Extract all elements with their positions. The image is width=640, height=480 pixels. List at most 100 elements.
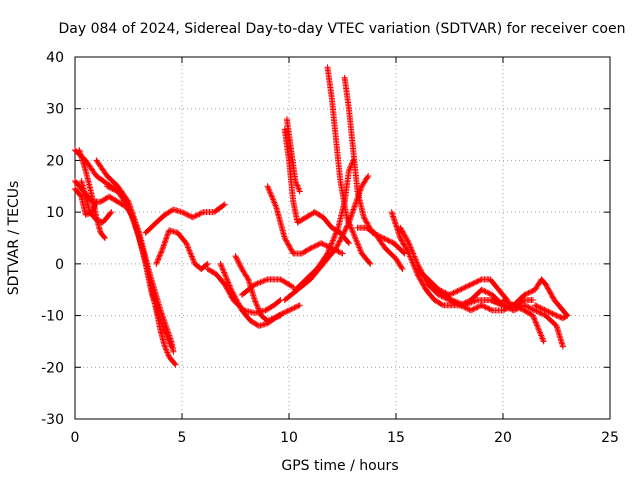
y-tick-label: 0: [55, 257, 64, 273]
data-point-segment: [159, 228, 172, 252]
series-s8: [142, 201, 228, 236]
x-tick-label: 0: [71, 430, 80, 446]
data-point-segment: [551, 297, 565, 313]
data-point-segment: [99, 210, 114, 226]
series-s12: [217, 260, 303, 329]
data-point-segment: [489, 297, 505, 308]
y-axis-title: SDTVAR / TECUs: [6, 181, 22, 296]
data-point-segment: [213, 271, 227, 287]
data-point-segment: [161, 343, 172, 359]
data-point-segment: [290, 198, 301, 224]
series-s20: [341, 74, 408, 257]
data-point: [540, 338, 547, 345]
data-point-segment: [114, 183, 131, 204]
plot-frame: [74, 56, 611, 420]
data-point-segment: [78, 193, 89, 217]
data-point-segment: [478, 302, 494, 313]
x-tick-label: 5: [178, 430, 187, 446]
data-point-segment: [521, 287, 537, 298]
data-point-segment: [405, 250, 420, 276]
data-point-segment: [106, 193, 120, 205]
y-tick-labels: -30 -20 -10 0 10 20 30 40: [41, 50, 64, 428]
x-tick-label: 20: [494, 430, 512, 446]
data-point-segment: [262, 303, 276, 314]
data-point-segment: [157, 317, 170, 338]
data-point-segment: [283, 116, 294, 152]
data-point-segment: [425, 281, 441, 297]
data-point: [345, 240, 352, 247]
data-point-segment: [238, 266, 251, 282]
data-point-segment: [487, 276, 501, 292]
data-point-segment: [388, 209, 403, 240]
data-point-segment: [114, 188, 131, 209]
data-point-segment: [431, 297, 445, 308]
data-point: [221, 201, 228, 208]
data-point-segment: [311, 209, 325, 220]
data-point-segment: [363, 224, 377, 236]
x-tick-label: 25: [601, 430, 619, 446]
data-point-segment: [281, 126, 292, 162]
data-point-segment: [380, 235, 396, 246]
data-point-segment: [521, 302, 537, 313]
axis-ticks: [74, 56, 611, 420]
data-point-segment: [414, 271, 429, 292]
data-point: [559, 343, 566, 350]
data-point-segment: [542, 307, 559, 318]
data-point-segment: [93, 172, 109, 186]
data-point: [101, 235, 108, 241]
data-point-segment: [204, 266, 218, 277]
data-point-segment: [264, 183, 279, 209]
data-point: [170, 348, 177, 355]
data-point-segment: [337, 178, 350, 219]
data-point-segment: [414, 266, 430, 282]
x-tick-label: 10: [280, 430, 298, 446]
data-point-segment: [532, 307, 548, 318]
data-point-segment: [423, 286, 437, 302]
data-point-segment: [446, 287, 462, 298]
data-point-segment: [510, 302, 527, 313]
data-point-segment: [76, 147, 89, 173]
data-point-segment: [559, 313, 570, 322]
data-point-segment: [286, 302, 302, 314]
data-point-segment: [294, 215, 308, 226]
data-point-segment: [217, 260, 234, 292]
data-point-segment: [324, 64, 335, 100]
data-point-segment: [333, 220, 352, 252]
data-series-layer: [72, 64, 571, 368]
series-s28: [510, 302, 547, 345]
data-point: [296, 188, 303, 195]
data-point-segment: [333, 136, 344, 183]
data-point-segment: [166, 353, 178, 367]
data-point-segment: [125, 204, 142, 240]
data-point-segment: [393, 255, 405, 271]
data-point-segment: [149, 291, 164, 323]
data-point-segment: [328, 95, 339, 142]
x-axis-title: GPS time / hours: [281, 458, 398, 474]
data-point-segment: [532, 302, 548, 313]
series-s29: [532, 302, 571, 322]
y-tick-label: 30: [46, 102, 64, 118]
data-point-segment: [164, 333, 174, 349]
data-point-segment: [478, 286, 494, 298]
data-point-segment: [292, 277, 309, 293]
data-point-segment: [435, 286, 454, 303]
data-point-segment: [530, 312, 542, 333]
data-point: [365, 172, 372, 179]
data-point-segment: [288, 147, 299, 183]
data-point-segment: [371, 229, 388, 251]
data-point-segment: [153, 212, 167, 226]
data-point-segment: [221, 281, 236, 302]
x-tick-label: 15: [387, 430, 405, 446]
data-point-segment: [136, 235, 149, 266]
data-point: [399, 266, 406, 273]
data-point-segment: [521, 307, 535, 318]
data-point-segment: [390, 240, 407, 256]
data-point-segment: [397, 224, 412, 245]
y-tick-label: 20: [46, 153, 64, 169]
y-tick-label: 40: [46, 50, 64, 66]
data-point-segment: [211, 202, 227, 216]
data-point-segment: [542, 312, 559, 328]
data-point-segment: [273, 204, 288, 240]
data-point-segment: [72, 185, 84, 199]
series-s21: [354, 224, 406, 273]
